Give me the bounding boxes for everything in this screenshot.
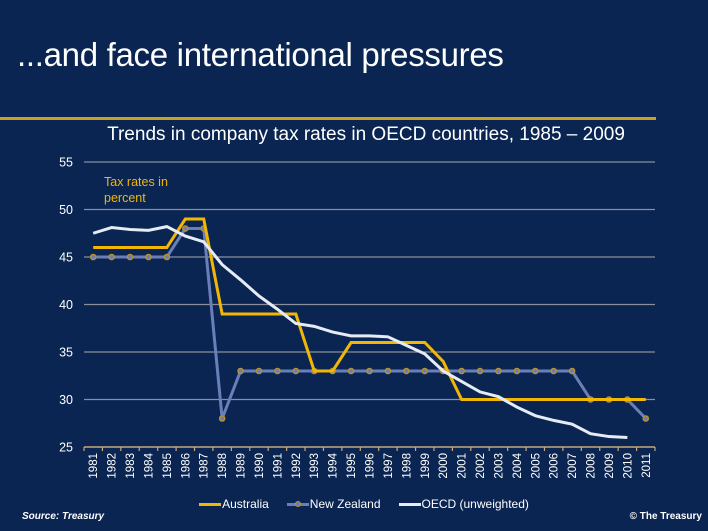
diamond-marker-icon — [294, 500, 301, 507]
y-tick-label: 40 — [59, 298, 73, 312]
y-axis-annotation: Tax rates in percent — [104, 175, 168, 205]
x-tick-label: 1982 — [107, 453, 119, 479]
annotation-line-1: Tax rates in — [104, 175, 168, 189]
data-point-marker — [182, 225, 189, 232]
x-tick-label: 2011 — [641, 453, 653, 478]
copyright-note: © The Treasury — [629, 511, 702, 522]
series-oecd — [92, 225, 628, 439]
data-point-marker — [513, 367, 521, 375]
x-tick-label: 1992 — [291, 453, 303, 479]
data-point-marker — [255, 367, 263, 375]
y-tick-label: 30 — [59, 393, 73, 407]
y-tick-label: 25 — [59, 441, 73, 455]
x-tick-label: 2002 — [475, 453, 487, 479]
x-tick-label: 2008 — [586, 453, 598, 479]
data-point-marker — [642, 415, 650, 422]
legend-item-new-zealand: New Zealand — [286, 497, 381, 511]
x-tick-label: 2006 — [549, 453, 561, 479]
x-axis: 1981 1982 1983 1984 1985 1986 1987 1988 1989 1990… — [83, 446, 656, 479]
data-point-marker — [347, 367, 355, 375]
chart-legend: Australia New Zealand OECD (unweighted) — [0, 497, 708, 511]
legend-label-australia: Australia — [222, 497, 269, 511]
x-tick-label: 1987 — [199, 453, 211, 479]
y-tick-label: 50 — [59, 203, 73, 217]
gridlines — [84, 161, 655, 401]
title-divider — [0, 117, 656, 120]
x-tick-label: 1990 — [254, 453, 266, 479]
x-tick-label: 1998 — [401, 453, 413, 479]
x-tick-label: 1985 — [162, 453, 174, 479]
series-lines — [89, 217, 650, 439]
x-tick-label: 2004 — [512, 452, 524, 478]
legend-label-new-zealand: New Zealand — [309, 497, 381, 511]
data-point-marker — [421, 367, 429, 375]
legend-swatch-oecd — [398, 502, 421, 506]
x-tick-label: 1999 — [420, 453, 432, 479]
data-point-marker — [495, 367, 502, 375]
series-australia — [93, 217, 646, 401]
y-tick-label: 55 — [59, 156, 73, 170]
x-tick-label: 1993 — [309, 453, 321, 479]
data-point-marker — [89, 253, 97, 261]
x-tick-label: 2001 — [457, 453, 469, 479]
x-tick-label: 1989 — [236, 453, 248, 479]
x-tick-label: 1984 — [143, 452, 155, 478]
data-point-marker — [568, 367, 576, 375]
data-point-marker — [531, 367, 539, 375]
x-tick-label: 2003 — [493, 453, 505, 479]
x-tick-label: 1995 — [346, 453, 358, 479]
x-tick-label: 2010 — [622, 453, 634, 479]
data-point-marker — [292, 367, 300, 375]
x-tick-label: 1988 — [217, 453, 229, 479]
x-tick-label: 1997 — [383, 453, 395, 479]
data-point-marker — [145, 253, 152, 261]
data-point-marker — [237, 367, 244, 375]
x-tick-label: 2000 — [438, 453, 450, 479]
y-tick-label: 45 — [59, 251, 73, 265]
data-point-marker — [403, 367, 410, 375]
data-point-marker — [384, 367, 392, 375]
data-point-marker — [476, 367, 484, 375]
x-tick-label: 1991 — [272, 453, 284, 479]
x-tick-label: 2007 — [567, 453, 579, 479]
legend-item-oecd: OECD (unweighted) — [398, 497, 529, 511]
legend-swatch-new-zealand — [286, 500, 309, 507]
x-tick-label: 1983 — [125, 453, 137, 479]
x-tick-label: 1981 — [88, 453, 100, 479]
y-axis-ticks: 25 30 35 40 45 50 55 — [59, 156, 73, 455]
slide-title: ...and face international pressures — [17, 36, 504, 73]
chart-title: Trends in company tax rates in OECD coun… — [107, 124, 625, 145]
series-line-australia — [93, 217, 646, 401]
x-tick-label: 2005 — [530, 453, 542, 479]
legend-swatch-australia — [199, 502, 222, 506]
x-tick-label: 2009 — [604, 453, 616, 479]
data-point-marker — [126, 253, 134, 261]
x-tick-label: 1986 — [180, 453, 192, 479]
annotation-line-2: percent — [104, 191, 146, 205]
data-point-marker — [458, 367, 465, 375]
legend-label-oecd: OECD (unweighted) — [421, 497, 529, 511]
data-point-marker — [163, 253, 171, 261]
x-tick-label: 1994 — [328, 452, 340, 478]
series-line-oecd — [92, 225, 628, 439]
data-point-marker — [218, 415, 226, 422]
legend-item-australia: Australia — [199, 497, 269, 511]
y-tick-label: 35 — [59, 346, 73, 360]
data-point-marker — [108, 253, 115, 261]
series-new-zealand — [89, 225, 650, 422]
x-tick-label: 1996 — [365, 453, 377, 479]
source-note: Source: Treasury — [22, 511, 105, 522]
data-point-marker — [550, 367, 557, 375]
data-point-marker — [274, 367, 281, 375]
data-point-marker — [366, 367, 373, 375]
